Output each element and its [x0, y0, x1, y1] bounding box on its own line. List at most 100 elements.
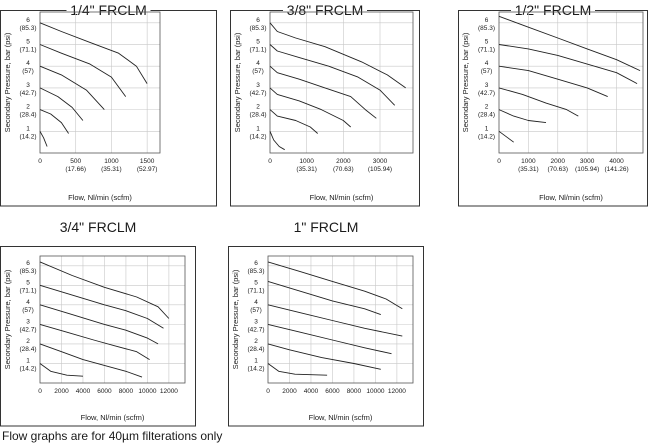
x-axis-label: Flow, Nl/min (scfm)	[81, 413, 145, 422]
chart-title-bg	[511, 0, 595, 19]
y-tick-label-psi: (14.2)	[478, 133, 495, 140]
y-tick-label-psi: (42.7)	[248, 326, 265, 333]
x-tick-label-scfm: (52.97)	[137, 166, 158, 173]
series-line	[39, 65, 105, 110]
chart-frame	[228, 246, 424, 427]
series-line	[498, 65, 608, 98]
x-tick-label: 12000	[388, 388, 406, 395]
y-tick-label-psi: (85.3)	[20, 25, 37, 32]
y-tick-label-psi: (14.2)	[20, 133, 37, 140]
y-tick-label-psi: (85.3)	[248, 268, 265, 275]
y-tick-label: 6	[26, 260, 30, 267]
y-tick-label: 2	[26, 338, 30, 345]
x-tick-label: 0	[266, 388, 270, 395]
plot-area	[39, 11, 161, 154]
chart-title: 3/4" FRCLM	[60, 219, 137, 235]
chart-frame	[0, 10, 217, 207]
x-tick-label: 2000	[54, 388, 69, 395]
y-tick-label-psi: (71.1)	[20, 287, 37, 294]
x-tick-label: 1000	[521, 158, 536, 165]
x-tick-label-scfm: (17.66)	[65, 166, 86, 173]
y-tick-label-psi: (71.1)	[478, 47, 495, 54]
x-tick-label-scfm: (141.26)	[604, 166, 628, 173]
x-tick-label: 6000	[97, 388, 112, 395]
series-line	[39, 304, 159, 345]
series-line	[39, 323, 150, 360]
series-line	[269, 65, 377, 119]
series-line	[498, 109, 547, 124]
x-tick-label-scfm: (35.31)	[518, 166, 539, 173]
y-axis-label: Secondary Pressure, bar (psi)	[461, 32, 470, 132]
y-tick-label: 2	[256, 104, 260, 111]
x-tick-label: 500	[70, 158, 81, 165]
plot-area	[498, 11, 644, 154]
y-tick-label: 3	[254, 318, 258, 325]
y-tick-label-psi: (14.2)	[250, 133, 267, 140]
chart-quarter-inch: 1/4" FRCLM 0 500(17.66) 1000(35.31) 1500(52.…	[0, 0, 217, 207]
y-tick-label-psi: (57)	[22, 68, 34, 75]
y-tick-label-psi: (28.4)	[478, 112, 495, 119]
x-tick-label: 2000	[282, 388, 297, 395]
y-tick-label-psi: (57)	[481, 68, 493, 75]
x-tick-label: 8000	[347, 388, 362, 395]
series-line	[39, 261, 170, 319]
chart-three-eighths-inch: 3/8" FRCLM 0 1000(35.31) 2000(70.63) 3000(10…	[230, 0, 420, 207]
x-tick-label: 3000	[580, 158, 595, 165]
y-tick-label: 2	[485, 104, 489, 111]
y-tick-label-psi: (71.1)	[250, 47, 267, 54]
y-tick-label-psi: (28.4)	[248, 346, 265, 353]
plot-area	[39, 255, 186, 384]
y-tick-label: 4	[485, 60, 489, 67]
y-tick-label: 1	[26, 125, 30, 132]
chart-title-bg	[56, 217, 140, 236]
x-tick-label: 1500	[140, 158, 155, 165]
y-tick-label: 6	[26, 17, 30, 24]
series-line	[39, 284, 164, 329]
x-tick-label: 0	[268, 158, 272, 165]
series-line	[498, 130, 514, 143]
series-line	[269, 22, 406, 89]
y-tick-label: 4	[26, 60, 30, 67]
y-tick-label-psi: (42.7)	[20, 90, 37, 97]
y-tick-label: 5	[26, 39, 30, 46]
y-tick-label-psi: (85.3)	[478, 25, 495, 32]
y-tick-label: 3	[26, 318, 30, 325]
chart-title: 1" FRCLM	[294, 219, 359, 235]
y-tick-label-psi: (71.1)	[248, 287, 265, 294]
series-line	[498, 87, 579, 117]
y-tick-label-psi: (42.7)	[20, 326, 37, 333]
y-tick-label-psi: (71.1)	[20, 47, 37, 54]
y-tick-label: 1	[254, 357, 258, 364]
series-line	[269, 109, 318, 134]
y-tick-label: 4	[254, 299, 258, 306]
x-tick-label: 4000	[304, 388, 319, 395]
chart-title: 1/2" FRCLM	[515, 2, 592, 18]
series-line	[39, 131, 48, 147]
x-tick-label: 0	[38, 388, 42, 395]
y-tick-label: 5	[26, 279, 30, 286]
chart-title-bg	[66, 0, 151, 19]
x-tick-label: 2000	[551, 158, 566, 165]
y-tick-label-psi: (57)	[250, 307, 262, 314]
y-tick-label: 2	[254, 338, 258, 345]
series-line	[498, 15, 641, 72]
x-tick-label: 1000	[299, 158, 314, 165]
x-tick-label-scfm: (105.94)	[575, 166, 599, 173]
x-tick-label: 2000	[336, 158, 351, 165]
x-tick-label: 4000	[609, 158, 624, 165]
y-tick-label: 4	[26, 299, 30, 306]
series-line	[269, 131, 285, 151]
x-tick-label: 10000	[366, 388, 384, 395]
y-tick-label: 6	[256, 17, 260, 24]
series-line	[267, 323, 392, 355]
series-line	[39, 363, 84, 377]
chart-three-quarter-inch: 3/4" FRCLM 0 2000 4000 6000 8000 10000 12000 1(1…	[0, 217, 196, 427]
x-tick-label: 1000	[104, 158, 119, 165]
y-tick-label-psi: (57)	[252, 68, 264, 75]
y-tick-label-psi: (85.3)	[250, 25, 267, 32]
x-tick-label: 0	[38, 158, 42, 165]
series-line	[39, 343, 143, 378]
y-tick-label-psi: (28.4)	[20, 112, 37, 119]
x-tick-label: 6000	[325, 388, 340, 395]
y-tick-label: 3	[26, 82, 30, 89]
